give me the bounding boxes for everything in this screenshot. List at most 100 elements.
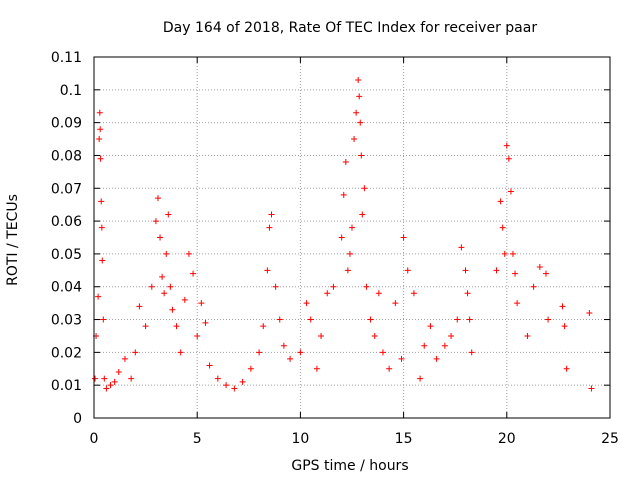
data-point [264, 267, 271, 274]
y-tick-label: 0.11 [51, 50, 82, 66]
x-axis-ticks: 0 5 10 15 20 25 [90, 57, 619, 447]
data-point [346, 250, 353, 257]
data-point [97, 155, 104, 162]
data-point [115, 369, 122, 376]
data-point [148, 283, 155, 290]
data-point [92, 375, 99, 382]
x-tick-label: 10 [291, 431, 309, 447]
data-point [563, 365, 570, 372]
y-tick-label: 0.02 [51, 345, 82, 361]
data-point [404, 267, 411, 274]
data-point [358, 152, 365, 159]
data-point [588, 385, 595, 392]
data-point [161, 290, 168, 297]
y-tick-label: 0.09 [51, 116, 82, 132]
data-point [97, 126, 104, 133]
x-tick-label: 25 [601, 431, 619, 447]
y-tick-label: 0.08 [51, 148, 82, 164]
data-point [185, 250, 192, 257]
y-tick-label: 0.1 [60, 83, 82, 99]
data-point [359, 211, 366, 218]
data-point [307, 316, 314, 323]
data-point [206, 362, 213, 369]
data-point [464, 290, 471, 297]
data-point [303, 300, 310, 307]
data-point [361, 185, 368, 192]
data-point [266, 224, 273, 231]
data-point [338, 234, 345, 241]
data-point [355, 76, 362, 83]
data-point [136, 303, 143, 310]
y-tick-label: 0 [73, 411, 82, 427]
data-point [142, 323, 149, 330]
data-point [324, 290, 331, 297]
data-point [157, 234, 164, 241]
y-axis-ticks: 0 0.01 0.02 0.03 0.04 0.05 0.06 0.07 0.08 0.09 0.1… [51, 50, 610, 427]
data-point [276, 316, 283, 323]
data-point [466, 316, 473, 323]
data-point [103, 385, 110, 392]
plot-frame [93, 56, 611, 419]
data-point [545, 316, 552, 323]
data-point [398, 355, 405, 362]
data-point [121, 355, 128, 362]
data-point [152, 218, 159, 225]
y-tick-label: 0.07 [51, 181, 82, 197]
data-point [507, 188, 514, 195]
data-point [499, 224, 506, 231]
data-point [268, 211, 275, 218]
data-point [400, 234, 407, 241]
data-point [462, 267, 469, 274]
data-point [351, 136, 358, 143]
x-tick-label: 0 [90, 431, 99, 447]
y-tick-label: 0.03 [51, 313, 82, 329]
chart-title: Day 164 of 2018, Rate Of TEC Index for r… [163, 20, 537, 36]
data-point [536, 264, 543, 271]
x-axis-title: GPS time / hours [291, 458, 408, 474]
x-tick-label: 15 [395, 431, 413, 447]
data-point [95, 293, 102, 300]
data-point [392, 300, 399, 307]
data-point [239, 378, 246, 385]
data-point [177, 349, 184, 356]
data-point [501, 250, 508, 257]
data-point [101, 375, 108, 382]
data-point [427, 323, 434, 330]
data-point [340, 191, 347, 198]
x-tick-label: 20 [498, 431, 516, 447]
data-points [92, 76, 595, 392]
data-point [503, 142, 510, 149]
data-point [497, 198, 504, 205]
data-point [375, 290, 382, 297]
data-point [128, 375, 135, 382]
data-point [194, 332, 201, 339]
data-point [524, 332, 531, 339]
data-point [559, 303, 566, 310]
data-point [99, 257, 106, 264]
data-point [441, 342, 448, 349]
data-point [100, 316, 107, 323]
data-point [231, 385, 238, 392]
data-point [514, 300, 521, 307]
data-point [468, 349, 475, 356]
data-point [530, 283, 537, 290]
data-point [111, 378, 118, 385]
data-point [448, 332, 455, 339]
data-point [353, 109, 360, 116]
data-point [287, 355, 294, 362]
y-tick-label: 0.06 [51, 214, 82, 230]
data-point [421, 342, 428, 349]
data-point [98, 224, 105, 231]
data-point [313, 365, 320, 372]
data-point [561, 323, 568, 330]
data-point [458, 244, 465, 251]
data-point [132, 349, 139, 356]
data-point [165, 211, 172, 218]
data-point [330, 283, 337, 290]
data-point [181, 296, 188, 303]
data-point [256, 349, 263, 356]
data-point [260, 323, 267, 330]
data-point [163, 250, 170, 257]
data-point [363, 283, 370, 290]
data-point [543, 270, 550, 277]
